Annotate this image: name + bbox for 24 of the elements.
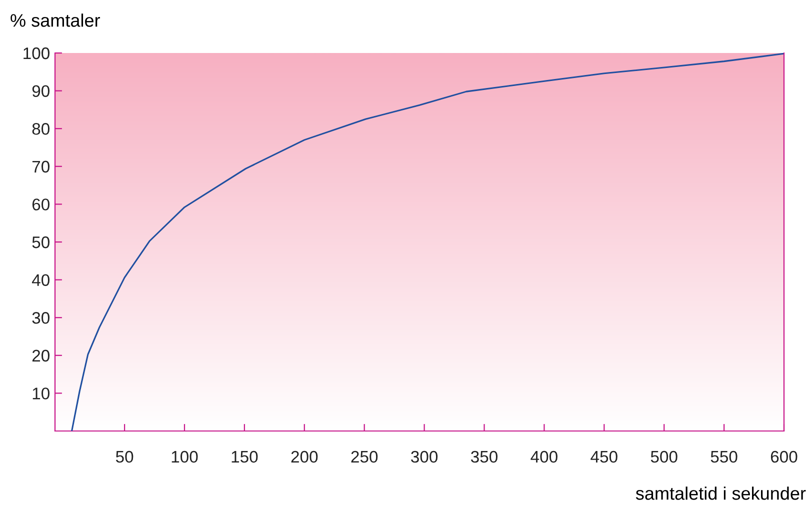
x-tick-label: 250 [351, 450, 378, 463]
y-tick-label: 50 [32, 236, 50, 248]
x-tick-label: 550 [710, 450, 738, 463]
x-tick-label: 150 [232, 450, 258, 463]
y-tick-label: 20 [32, 350, 50, 362]
x-tick-label: 400 [530, 450, 558, 463]
y-tick-label: 80 [32, 123, 50, 135]
x-axis-title: samtaletid i sekunder [636, 486, 806, 500]
x-tick-label: 450 [590, 450, 618, 463]
y-tick-label: 40 [32, 274, 50, 286]
x-tick-label: 200 [291, 450, 318, 463]
x-tick-label: 300 [411, 450, 438, 463]
y-tick-label: 30 [32, 312, 50, 324]
y-tick-label: 100 [24, 47, 50, 60]
x-tick-label: 350 [470, 450, 498, 463]
x-tick-label: 500 [650, 450, 678, 463]
y-tick-label: 70 [32, 160, 50, 173]
y-tick-label: 90 [32, 85, 50, 98]
x-tick-label: 100 [172, 450, 198, 463]
x-tick-label: 600 [770, 450, 798, 463]
y-tick-label: 10 [32, 388, 50, 400]
x-tick-label: 50 [116, 450, 134, 463]
y-axis-title: % samtaler [10, 14, 100, 27]
y-tick-label: 60 [32, 198, 50, 210]
